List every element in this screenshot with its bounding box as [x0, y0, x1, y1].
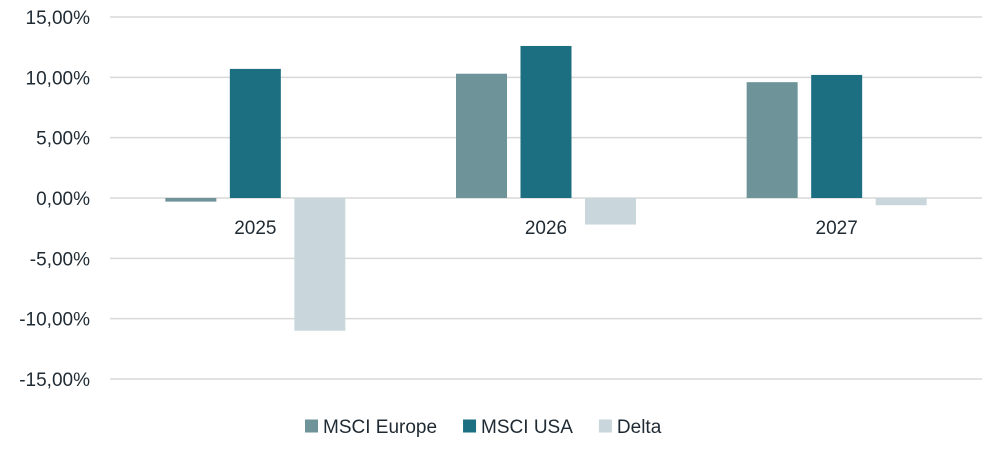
category-labels: 2025 2026 2027 [234, 218, 858, 239]
y-tick-label: -15,00% [19, 370, 90, 391]
legend-label: MSCI Europe [323, 417, 437, 438]
legend-swatch [305, 419, 318, 433]
legend-swatch [598, 419, 612, 433]
legend-swatch [463, 419, 477, 433]
y-tick-label: 10,00% [26, 68, 91, 89]
bar-msci-europe-2025 [165, 198, 217, 202]
y-axis-tick-labels: 15,00% 10,00% 5,00% 0,00% -5,00% -10,00% -15,0… [19, 8, 90, 391]
bar-msci-usa-2025 [229, 68, 281, 199]
bar-msci-usa-2026 [520, 45, 572, 199]
legend-label: MSCI USA [481, 417, 573, 438]
category-label: 2026 [525, 218, 567, 239]
y-tick-label: 5,00% [36, 129, 90, 150]
category-label: 2027 [816, 218, 858, 239]
y-tick-label: 0,00% [36, 189, 90, 210]
bars [165, 45, 927, 331]
bar-delta-2026 [585, 198, 636, 225]
bar-msci-europe-2027 [746, 82, 798, 198]
y-tick-label: -5,00% [30, 249, 90, 270]
y-tick-label: 15,00% [26, 8, 91, 29]
bar-msci-europe-2026 [456, 73, 507, 198]
category-label: 2025 [234, 218, 276, 239]
legend: MSCI Europe MSCI USA Delta [305, 417, 662, 438]
legend-label: Delta [617, 417, 662, 438]
y-tick-label: -10,00% [19, 310, 90, 331]
bar-delta-2027 [875, 198, 927, 206]
bar-msci-usa-2027 [811, 74, 863, 198]
bar-delta-2025 [294, 198, 346, 331]
